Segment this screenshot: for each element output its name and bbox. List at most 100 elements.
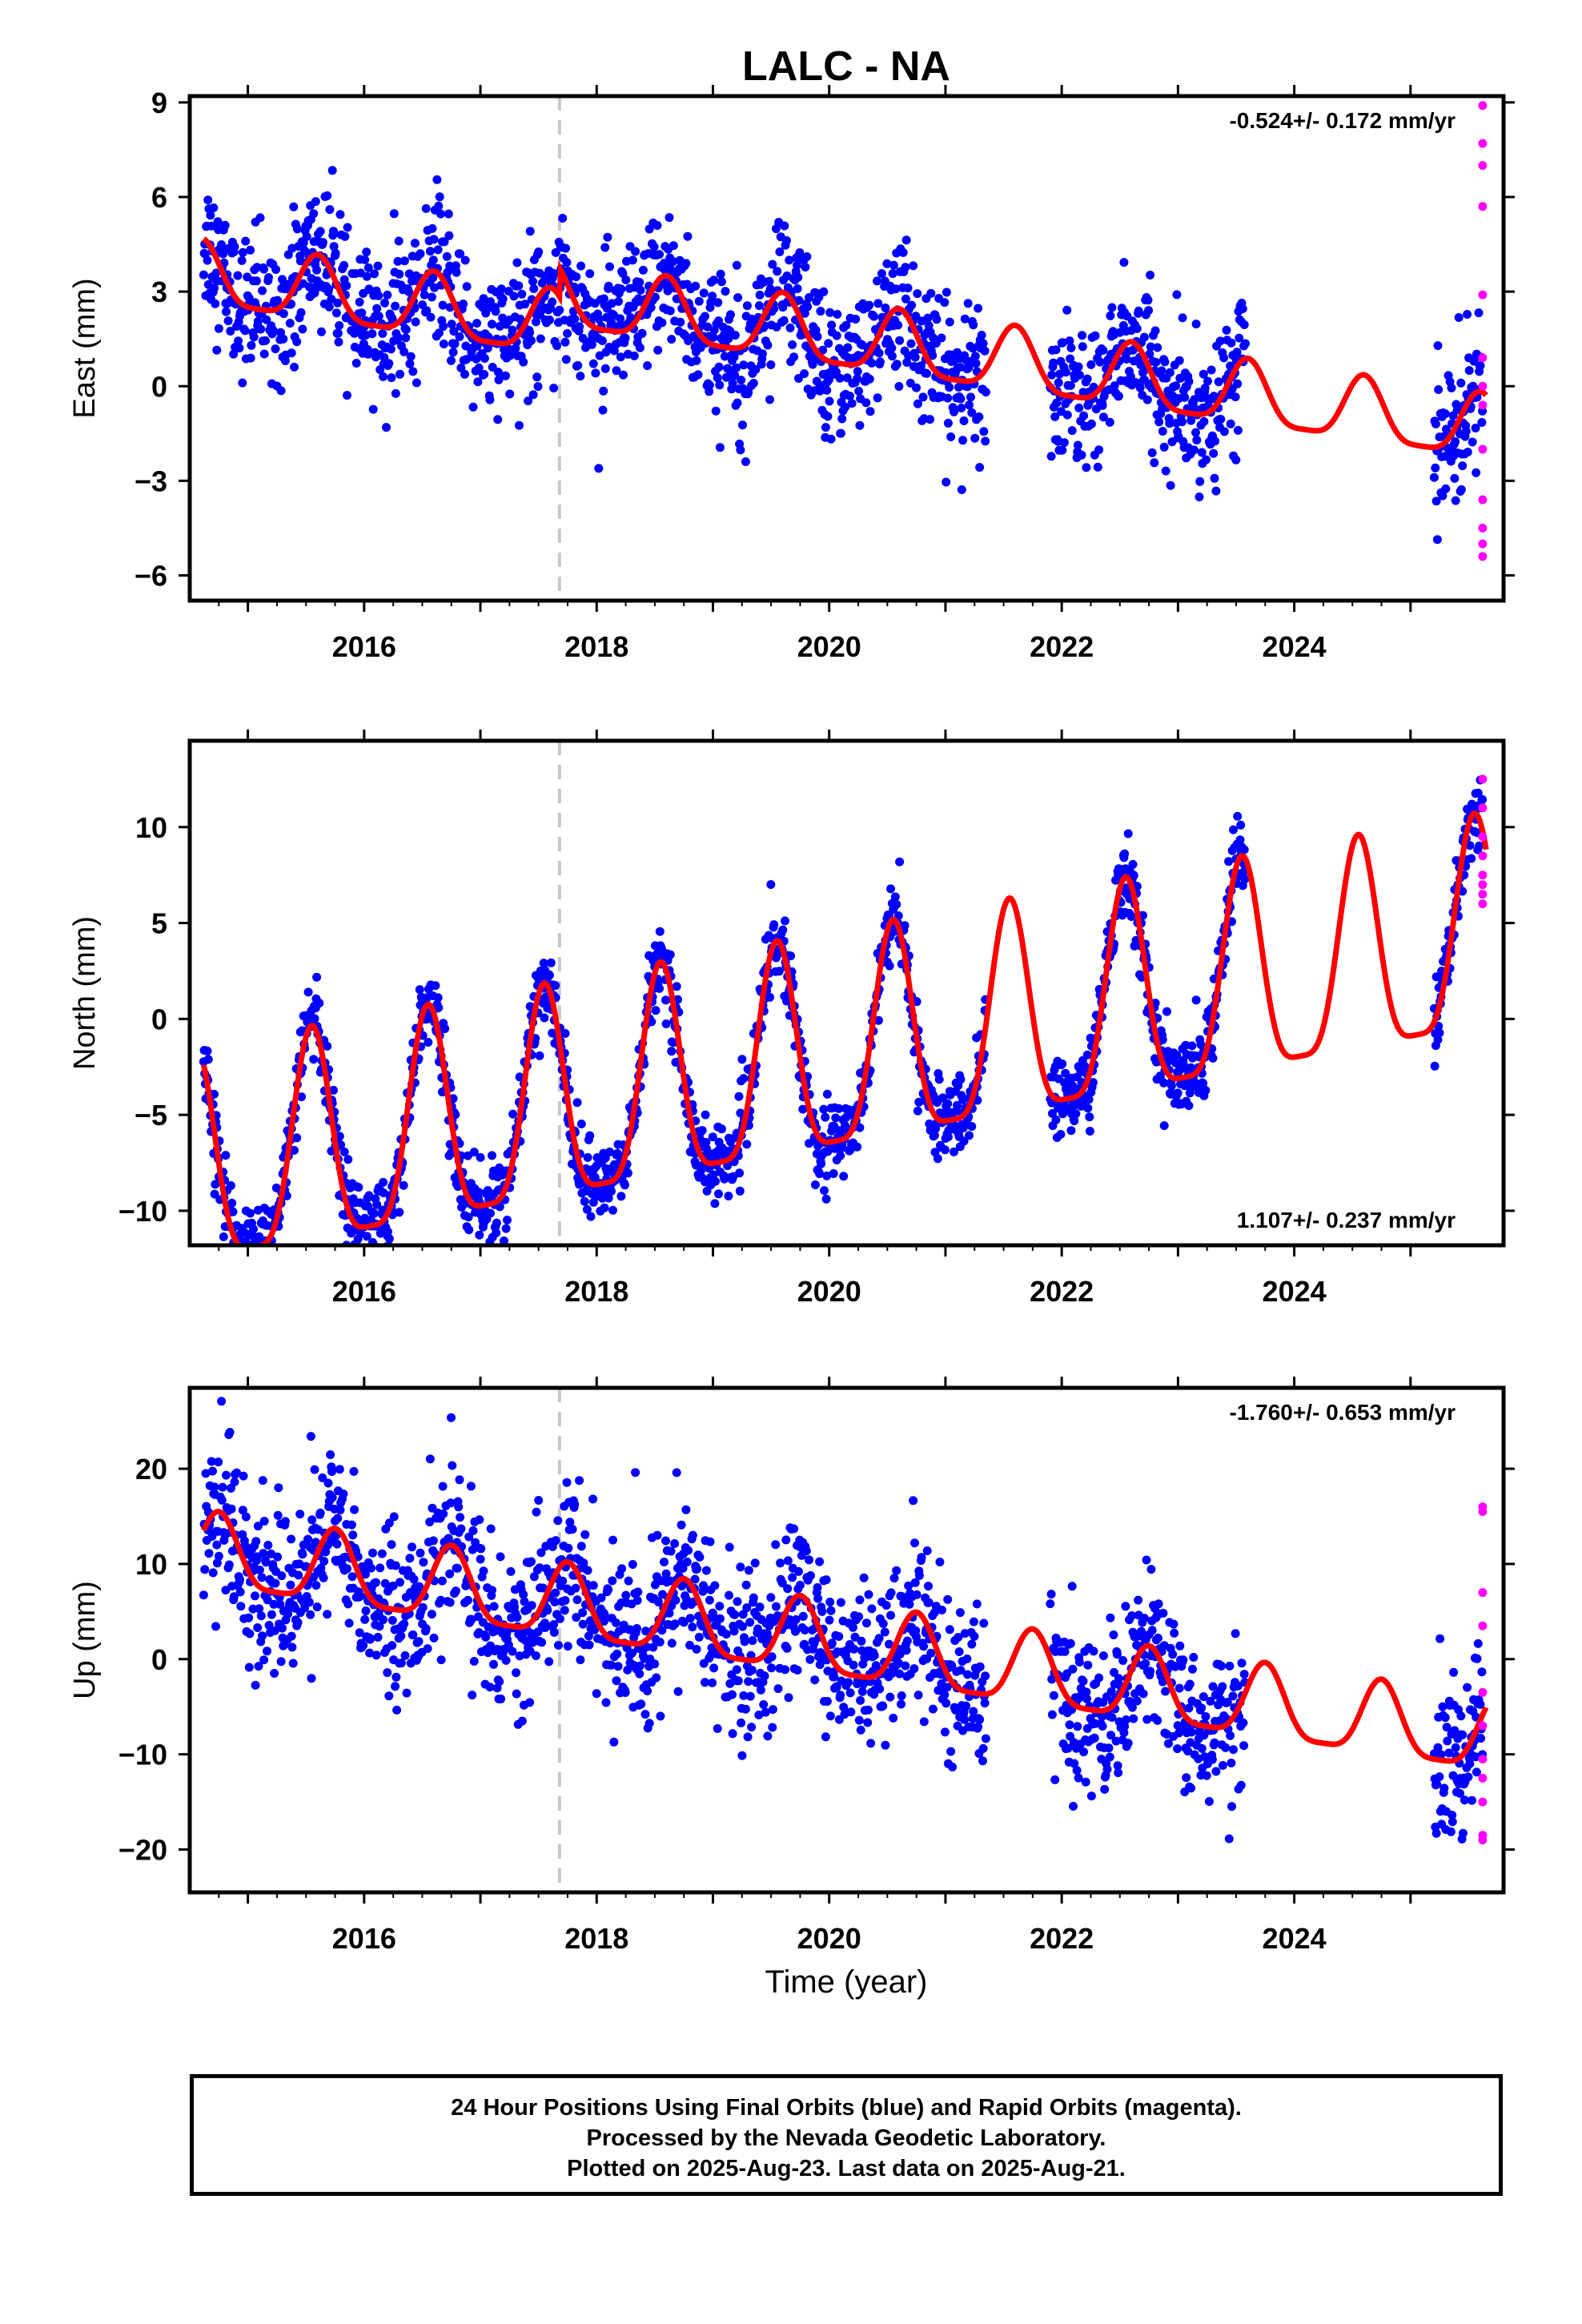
final-orbit-point [943, 418, 953, 428]
final-orbit-point [911, 312, 921, 321]
final-orbit-point [835, 373, 845, 383]
final-orbit-point [1120, 849, 1130, 858]
final-orbit-point [256, 1611, 266, 1621]
final-orbit-point [1195, 476, 1205, 486]
final-orbit-point [307, 1674, 316, 1683]
final-orbit-point [643, 1687, 652, 1695]
final-orbit-point [508, 1647, 517, 1656]
final-orbit-point [265, 1260, 274, 1269]
y-tick-label: −5 [135, 1099, 167, 1132]
final-orbit-point [667, 335, 677, 344]
final-orbit-point [737, 376, 746, 385]
final-orbit-point [480, 354, 489, 363]
final-orbit-point [529, 1572, 539, 1582]
final-orbit-point [1054, 378, 1063, 388]
final-orbit-point [616, 284, 626, 294]
final-orbit-point [974, 1722, 983, 1731]
final-orbit-point [565, 1518, 575, 1527]
final-orbit-point [231, 1251, 239, 1260]
final-orbit-point [217, 1495, 227, 1505]
final-orbit-point [843, 343, 853, 352]
final-orbit-point [826, 434, 836, 444]
rapid-orbit-point [1478, 890, 1488, 899]
final-orbit-point [261, 336, 270, 345]
final-orbit-point [965, 400, 974, 410]
final-orbit-point [683, 231, 693, 241]
final-orbit-point [981, 436, 990, 446]
final-orbit-point [912, 1590, 921, 1599]
final-orbit-point [1235, 333, 1244, 343]
final-orbit-point [918, 392, 928, 402]
final-orbit-point [451, 1586, 460, 1596]
final-orbit-point [655, 927, 665, 936]
final-orbit-point [641, 1626, 651, 1636]
final-orbit-point [377, 1549, 387, 1558]
final-orbit-point [612, 1676, 621, 1686]
final-orbit-point [736, 1562, 745, 1572]
final-orbit-point [533, 382, 543, 392]
final-orbit-point [422, 306, 432, 316]
final-orbit-point [672, 1468, 681, 1478]
final-orbit-point [217, 1397, 227, 1406]
final-orbit-point [780, 221, 789, 231]
final-orbit-point [248, 1604, 258, 1614]
final-orbit-point [741, 457, 750, 466]
final-orbit-point [429, 1633, 439, 1642]
final-orbit-point [287, 1631, 296, 1641]
rapid-orbit-point [1478, 139, 1488, 148]
final-orbit-point [268, 326, 278, 336]
final-orbit-point [737, 1718, 746, 1727]
final-orbit-point [738, 1622, 747, 1631]
x-tick-label: 2016 [332, 630, 396, 663]
final-orbit-point [647, 1017, 656, 1027]
final-orbit-point [587, 340, 596, 349]
final-orbit-point [1074, 370, 1084, 380]
final-orbit-point [783, 1556, 793, 1566]
final-orbit-point [387, 373, 396, 383]
final-orbit-point [230, 1478, 239, 1486]
final-orbit-point [620, 1180, 629, 1190]
final-orbit-point [576, 1542, 586, 1551]
final-orbit-point [288, 1659, 298, 1668]
final-orbit-point [500, 1236, 508, 1245]
final-orbit-point [801, 263, 810, 271]
final-orbit-point [853, 1142, 862, 1152]
final-orbit-point [805, 293, 813, 302]
final-orbit-point [466, 1482, 476, 1491]
final-orbit-point [821, 1194, 831, 1204]
final-orbit-point [892, 899, 901, 909]
final-orbit-point [865, 374, 874, 384]
final-orbit-point [224, 1256, 233, 1265]
final-orbit-point [714, 316, 723, 326]
final-orbit-point [956, 1666, 966, 1675]
final-orbit-point [810, 1180, 820, 1189]
final-orbit-point [681, 259, 691, 268]
final-orbit-point [853, 367, 862, 376]
final-orbit-point [1153, 343, 1162, 352]
final-orbit-point [946, 432, 956, 441]
final-orbit-point [1191, 320, 1201, 329]
final-orbit-point [744, 1677, 753, 1687]
final-orbit-point [436, 1655, 446, 1665]
final-orbit-point [479, 1566, 488, 1576]
final-orbit-point [1082, 374, 1092, 384]
final-orbit-point [726, 310, 735, 320]
final-orbit-point [882, 259, 892, 268]
final-orbit-point [400, 256, 409, 266]
final-orbit-point [508, 1109, 518, 1119]
final-orbit-point [222, 1470, 231, 1480]
final-orbit-point [599, 1617, 608, 1626]
final-orbit-point [953, 1100, 962, 1110]
final-orbit-point [1236, 820, 1246, 830]
final-orbit-points [199, 166, 1488, 545]
final-orbit-point [334, 337, 343, 347]
final-orbit-point [729, 352, 739, 362]
final-orbit-point [340, 231, 350, 241]
final-orbit-point [473, 377, 483, 387]
final-orbit-point [255, 1565, 264, 1574]
final-orbit-point [293, 1618, 303, 1627]
final-orbit-point [235, 1253, 243, 1262]
final-orbit-point [438, 300, 448, 310]
final-orbit-point [575, 1476, 584, 1486]
final-orbit-point [774, 967, 784, 976]
